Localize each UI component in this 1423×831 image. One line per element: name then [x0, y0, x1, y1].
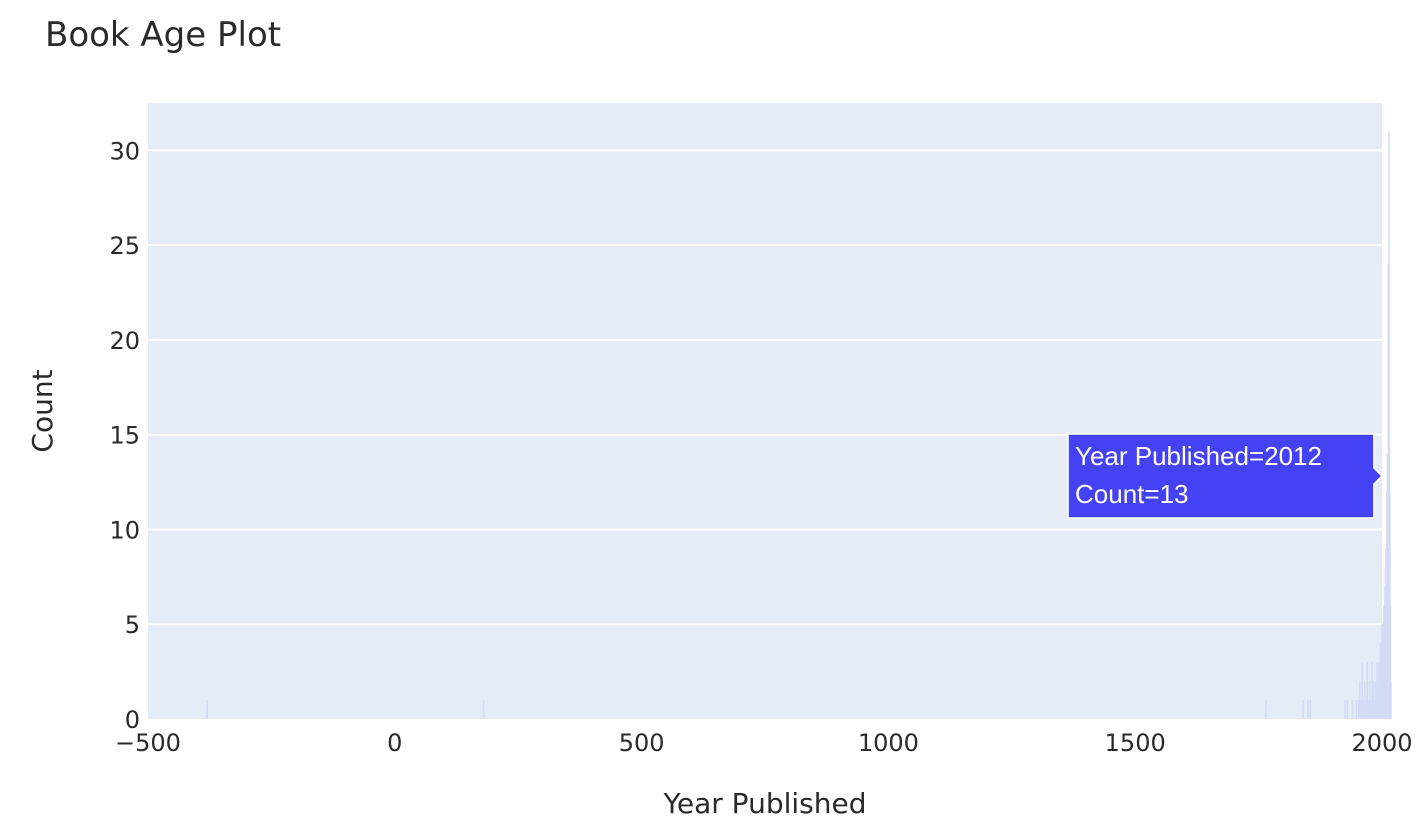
y-tick-label: 0	[125, 706, 140, 734]
hover-tooltip: Year Published=2012 Count=13	[1067, 433, 1383, 519]
histogram-bar[interactable]	[1373, 700, 1376, 719]
x-axis-ticks: −500 0 500 1000 1500 2000	[115, 729, 1413, 757]
gridlines	[148, 149, 1382, 626]
histogram-bar[interactable]	[1358, 700, 1360, 719]
histogram-bar[interactable]	[1355, 700, 1358, 719]
histogram-bar[interactable]	[1390, 681, 1392, 719]
y-tick-label: 5	[125, 611, 140, 639]
histogram-bar[interactable]	[1372, 681, 1375, 719]
histogram-bar[interactable]	[1389, 605, 1392, 719]
histogram-bar[interactable]	[1363, 681, 1366, 719]
y-tick-label: 15	[109, 422, 140, 450]
x-tick-label: 0	[387, 729, 402, 757]
histogram-bar[interactable]	[1344, 700, 1346, 719]
x-axis-title: Year Published	[663, 787, 867, 820]
histogram-bar[interactable]	[1362, 700, 1365, 719]
histogram-bar[interactable]	[1302, 700, 1304, 719]
histogram-bar[interactable]	[1366, 662, 1368, 719]
x-tick-label: 2000	[1351, 729, 1412, 757]
plot-area[interactable]	[148, 103, 1382, 719]
histogram-bar[interactable]	[1368, 681, 1371, 719]
histogram-bar[interactable]	[1265, 700, 1267, 719]
histogram-bar[interactable]	[482, 700, 485, 719]
y-tick-label: 30	[109, 137, 140, 165]
histogram-bar[interactable]	[1369, 700, 1372, 719]
histogram-bar[interactable]	[1359, 700, 1362, 719]
tooltip-line-year: Year Published=2012	[1075, 441, 1322, 471]
histogram-bar[interactable]	[1389, 491, 1391, 719]
y-axis-title: Count	[26, 369, 59, 452]
x-tick-label: −500	[115, 729, 181, 757]
histogram-bar[interactable]	[1377, 681, 1379, 719]
x-tick-label: 1500	[1105, 729, 1166, 757]
y-tick-label: 25	[109, 232, 140, 260]
histogram-bar[interactable]	[1376, 662, 1378, 719]
histogram-bar[interactable]	[1378, 662, 1380, 719]
histogram-bars	[206, 131, 1392, 719]
histogram-bar[interactable]	[1367, 700, 1369, 719]
histogram-bar[interactable]	[1358, 681, 1361, 719]
histogram-bar[interactable]	[206, 700, 209, 719]
histogram-bar[interactable]	[1371, 662, 1373, 719]
histogram-bar[interactable]	[1309, 700, 1312, 719]
histogram-bar[interactable]	[1307, 700, 1309, 719]
y-axis-ticks: 0 5 10 15 20 25 30	[109, 137, 140, 734]
histogram-bar[interactable]	[1374, 681, 1377, 719]
x-tick-label: 500	[619, 729, 665, 757]
y-tick-label: 10	[109, 516, 140, 544]
histogram-bar[interactable]	[1361, 662, 1364, 719]
chart-title: Book Age Plot	[45, 15, 281, 55]
y-tick-label: 20	[109, 327, 140, 355]
histogram-bar[interactable]	[1364, 700, 1367, 719]
tooltip-box	[1067, 433, 1383, 519]
tooltip-line-count: Count=13	[1075, 479, 1188, 509]
histogram-bar[interactable]	[1351, 700, 1354, 719]
histogram-bar[interactable]	[1346, 700, 1349, 719]
x-tick-label: 1000	[858, 729, 919, 757]
